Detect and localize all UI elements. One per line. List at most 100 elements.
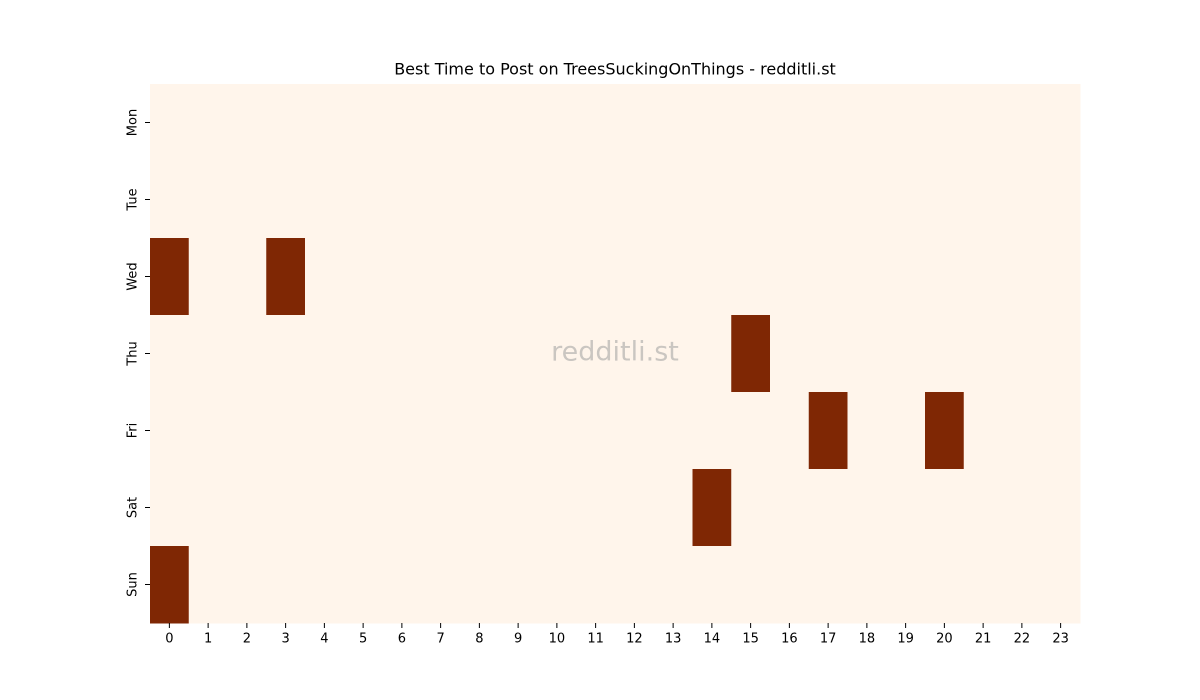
x-tick-label: 11: [587, 632, 604, 647]
heatmap-cell: [227, 161, 267, 239]
heatmap-cell: [537, 84, 577, 162]
heatmap-cell: [537, 469, 577, 547]
watermark: redditli.st: [551, 337, 679, 368]
heatmap-cell: [266, 238, 306, 316]
x-tick-label: 7: [436, 632, 444, 647]
heatmap-cell: [498, 392, 538, 470]
heatmap-cell: [1041, 84, 1081, 162]
heatmap-cell: [343, 546, 383, 624]
x-tick-label: 22: [1014, 632, 1031, 647]
heatmap-cell: [382, 238, 422, 316]
heatmap-cell: [1002, 238, 1042, 316]
heatmap-cell: [1041, 469, 1081, 547]
heatmap-cell: [1041, 392, 1081, 470]
heatmap-cell: [460, 238, 500, 316]
heatmap-cell: [925, 469, 965, 547]
heatmap-cell: [1002, 315, 1042, 393]
heatmap-cell: [847, 469, 887, 547]
y-tick-label: Thu: [126, 341, 141, 366]
heatmap-cell: [886, 315, 926, 393]
heatmap-cell: [808, 392, 848, 470]
heatmap-cell: [498, 238, 538, 316]
heatmap-cell: [925, 238, 965, 316]
heatmap-cell: [421, 392, 461, 470]
x-tick-label: 20: [936, 632, 953, 647]
x-tick-label: 2: [243, 632, 251, 647]
x-tick-label: 14: [704, 632, 721, 647]
heatmap-cell: [537, 546, 577, 624]
y-tick-label: Mon: [126, 109, 141, 136]
heatmap-cell: [886, 84, 926, 162]
heatmap-cell: [305, 315, 345, 393]
heatmap-cell: [692, 84, 732, 162]
heatmap-cell: [576, 238, 616, 316]
heatmap-cell: [847, 238, 887, 316]
heatmap-cell: [266, 315, 306, 393]
heatmap-cell: [305, 469, 345, 547]
heatmap-cell: [615, 84, 655, 162]
heatmap-cell: [382, 315, 422, 393]
heatmap-cell: [770, 161, 810, 239]
heatmap-cell: [343, 161, 383, 239]
y-tick-label: Tue: [126, 188, 141, 211]
heatmap-cell: [150, 469, 190, 547]
x-tick-label: 9: [514, 632, 522, 647]
y-tick-label: Sat: [126, 497, 141, 518]
heatmap-cell: [925, 161, 965, 239]
heatmap-cell: [692, 161, 732, 239]
heatmap-cell: [150, 161, 190, 239]
heatmap-cell: [188, 238, 228, 316]
heatmap-cell: [847, 84, 887, 162]
heatmap-cell: [692, 238, 732, 316]
heatmap-cell: [460, 546, 500, 624]
heatmap-cell: [537, 392, 577, 470]
x-tick-label: 13: [665, 632, 682, 647]
heatmap-cell: [963, 238, 1003, 316]
heatmap-cell: [925, 315, 965, 393]
heatmap-cell: [498, 469, 538, 547]
heatmap-cell: [343, 392, 383, 470]
x-tick-label: 21: [975, 632, 992, 647]
heatmap-cell: [227, 469, 267, 547]
heatmap-cell: [886, 392, 926, 470]
heatmap-cell: [770, 315, 810, 393]
heatmap-cell: [305, 546, 345, 624]
heatmap-cell: [886, 238, 926, 316]
heatmap-cell: [576, 469, 616, 547]
heatmap-cell: [382, 392, 422, 470]
x-tick-label: 3: [281, 632, 289, 647]
heatmap-cell: [305, 84, 345, 162]
heatmap-cell: [808, 469, 848, 547]
heatmap-cell: [576, 161, 616, 239]
heatmap-cell: [808, 546, 848, 624]
x-tick-label: 8: [475, 632, 483, 647]
heatmap-cell: [421, 546, 461, 624]
heatmap-cell: [227, 315, 267, 393]
heatmap-cell: [615, 392, 655, 470]
heatmap-cell: [382, 546, 422, 624]
heatmap-cell: [188, 315, 228, 393]
heatmap-cell: [498, 315, 538, 393]
heatmap-cell: [188, 392, 228, 470]
heatmap-cell: [692, 546, 732, 624]
heatmap-cell: [227, 238, 267, 316]
heatmap-cell: [808, 161, 848, 239]
heatmap-cell: [963, 161, 1003, 239]
heatmap-cell: [963, 546, 1003, 624]
heatmap-cell: [886, 546, 926, 624]
x-tick-label: 17: [820, 632, 837, 647]
y-tick-label: Sun: [126, 572, 141, 597]
heatmap-cell: [150, 238, 190, 316]
heatmap-cell: [731, 238, 771, 316]
heatmap-cell: [615, 315, 655, 393]
heatmap-cell: [963, 392, 1003, 470]
heatmap-cell: [653, 469, 693, 547]
heatmap-cell: [692, 392, 732, 470]
heatmap-cell: [770, 469, 810, 547]
heatmap-cell: [460, 84, 500, 162]
heatmap-cell: [576, 84, 616, 162]
heatmap-cell: [731, 469, 771, 547]
heatmap-cell: [925, 84, 965, 162]
heatmap-cell: [1002, 84, 1042, 162]
heatmap-cell: [1002, 392, 1042, 470]
